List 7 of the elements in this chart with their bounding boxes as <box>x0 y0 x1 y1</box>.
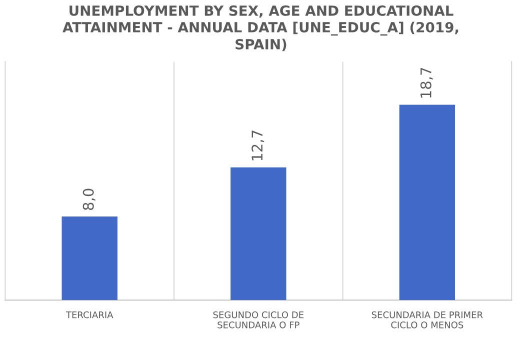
data-label: 18,7 <box>420 68 433 98</box>
chart-title: UNEMPLOYMENT BY SEX, AGE AND EDUCATIONAL ATTAINMENT - ANNUAL DATA [UNE_EDUC_A] (2019, SPAIN) <box>62 5 458 52</box>
x-tick-label: TERCIARIA <box>66 311 114 318</box>
x-tick-label: SEGUNDO CICLO DE SECUNDARIA O FP <box>213 311 304 328</box>
x-tick-label: SECUNDARIA DE PRIMER CICLO O MENOS <box>372 311 483 328</box>
data-label: 8,0 <box>82 188 96 210</box>
data-label: 12,7 <box>252 130 264 160</box>
